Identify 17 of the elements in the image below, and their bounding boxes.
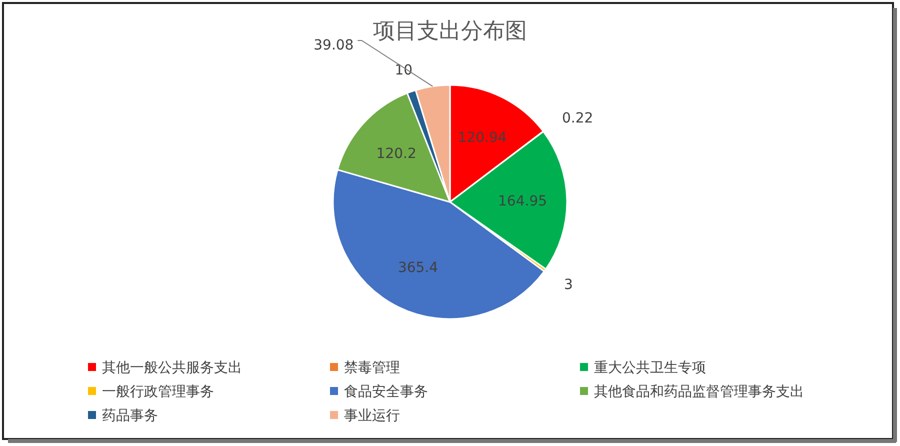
- legend-label: 其他一般公共服务支出: [102, 360, 242, 376]
- data-label: 164.95: [498, 194, 548, 210]
- legend-label: 重大公共卫生专项: [594, 360, 706, 376]
- legend-label: 食品安全事务: [344, 384, 428, 400]
- legend-label: 事业运行: [344, 408, 400, 424]
- legend-label: 一般行政管理事务: [102, 384, 214, 400]
- data-label: 0.22: [562, 110, 594, 126]
- data-label: 10: [394, 62, 413, 78]
- data-label: 365.4: [398, 260, 438, 276]
- data-label: 120.94: [458, 130, 507, 146]
- legend-label: 其他食品和药品监督管理事务支出: [594, 384, 804, 400]
- legend-label: 禁毒管理: [344, 360, 400, 376]
- data-label: 120.2: [376, 146, 416, 162]
- chart-title: 项目支出分布图: [373, 19, 527, 44]
- data-label: 3: [564, 276, 573, 293]
- legend-label: 药品事务: [102, 408, 158, 424]
- data-label: 39.08: [314, 37, 354, 54]
